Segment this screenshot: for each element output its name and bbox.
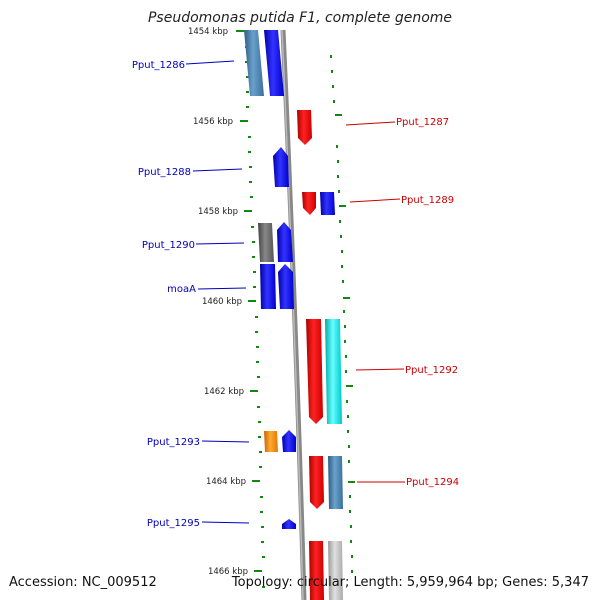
gene-pput-1289-blue[interactable] xyxy=(320,192,335,215)
gene-pput-1288[interactable] xyxy=(273,147,289,187)
accession-text: Accession: NC_009512 xyxy=(9,575,157,590)
gene-label-pput-1292[interactable]: Pput_1292 xyxy=(405,365,458,376)
gene-pput-1293-orange[interactable] xyxy=(264,431,278,452)
genome-summary-text: Topology: circular; Length: 5,959,964 bp… xyxy=(231,575,589,590)
gene-pput-1289-red[interactable] xyxy=(302,192,316,215)
gene-labels-left: Pput_1286 Pput_1288 Pput_1290 moaA Pput_… xyxy=(132,60,200,529)
right-scale xyxy=(330,55,355,573)
gene-label-pput-1295[interactable]: Pput_1295 xyxy=(147,518,200,529)
tick-label: 1456 kbp xyxy=(193,117,233,127)
genes-left xyxy=(244,30,296,529)
gene-label-moaa[interactable]: moaA xyxy=(167,284,196,295)
genes-right xyxy=(297,110,343,600)
tick-label: 1466 kbp xyxy=(208,567,248,577)
leader-lines-left xyxy=(185,60,250,524)
gene-label-pput-1286[interactable]: Pput_1286 xyxy=(132,60,185,71)
tick-label: 1458 kbp xyxy=(198,207,238,217)
gene-pput-1295[interactable] xyxy=(282,519,296,529)
major-ticks xyxy=(236,30,262,572)
gene-labels-right: Pput_1287 Pput_1289 Pput_1292 Pput_1294 xyxy=(396,117,459,488)
gene-pput-1290-gray[interactable] xyxy=(258,223,274,262)
tick-label: 1464 kbp xyxy=(206,477,246,487)
gene-pput-1294-red[interactable] xyxy=(309,456,324,509)
gene-label-pput-1287[interactable]: Pput_1287 xyxy=(396,117,449,128)
gene-pput-1292-cyan[interactable] xyxy=(325,319,342,424)
leader-lines-right xyxy=(345,121,405,483)
tick-label: 1454 kbp xyxy=(188,27,228,37)
gene-pput-1287[interactable] xyxy=(297,110,312,145)
gene-label-pput-1290[interactable]: Pput_1290 xyxy=(142,240,195,251)
gene-label-pput-1288[interactable]: Pput_1288 xyxy=(138,167,191,178)
gene-pput-1293-blue[interactable] xyxy=(282,430,296,452)
genome-backbone xyxy=(280,29,307,600)
gene-next-red[interactable] xyxy=(309,541,324,600)
gene-pput-1286-blue[interactable] xyxy=(264,30,284,96)
gene-moaa-1[interactable] xyxy=(260,264,276,309)
genome-backbone-highlight xyxy=(281,29,304,600)
tick-labels: 1454 kbp 1456 kbp 1458 kbp 1460 kbp 1462… xyxy=(188,27,248,577)
gene-label-pput-1294[interactable]: Pput_1294 xyxy=(406,477,459,488)
gene-label-pput-1293[interactable]: Pput_1293 xyxy=(147,437,200,448)
tick-label: 1460 kbp xyxy=(202,297,242,307)
gene-label-pput-1289[interactable]: Pput_1289 xyxy=(401,195,454,206)
tick-label: 1462 kbp xyxy=(204,387,244,397)
gene-moaa-2[interactable] xyxy=(278,264,294,309)
gene-pput-1290-blue[interactable] xyxy=(277,222,293,262)
gene-pput-1286-steelblue[interactable] xyxy=(244,30,264,96)
map-title: Pseudomonas putida F1, complete genome xyxy=(147,10,453,26)
left-scale xyxy=(245,46,265,588)
gene-pput-1294-steelblue[interactable] xyxy=(328,456,343,509)
gene-next-lightgray[interactable] xyxy=(328,541,343,600)
gene-pput-1292-red[interactable] xyxy=(306,319,323,424)
